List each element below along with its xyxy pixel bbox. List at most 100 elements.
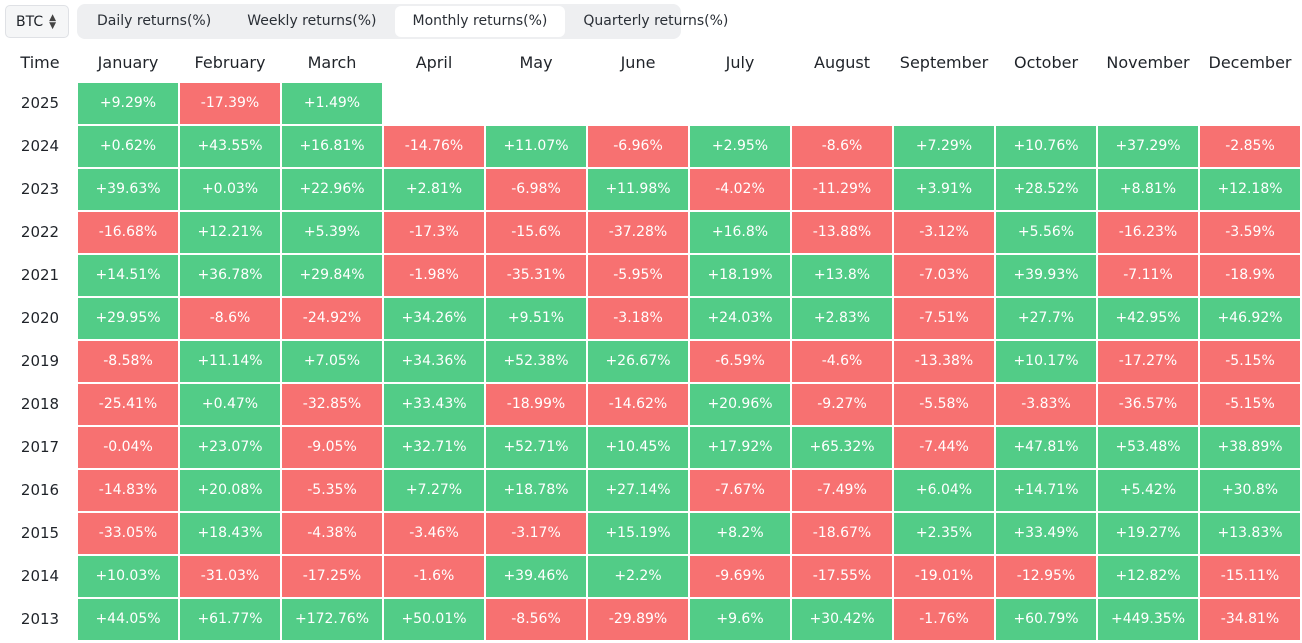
return-cell: +33.49% (996, 513, 1096, 554)
year-label: 2019 (20, 352, 60, 370)
month-header-october: October (1013, 53, 1079, 72)
return-cell: +46.92% (1200, 298, 1300, 339)
return-cell: +52.38% (486, 341, 586, 382)
return-cell: -7.67% (690, 470, 790, 511)
return-cell: +30.8% (1200, 470, 1300, 511)
return-cell: -29.89% (588, 599, 688, 640)
return-cell: -15.6% (486, 212, 586, 253)
return-cell: -17.3% (384, 212, 484, 253)
return-cell: -7.11% (1098, 255, 1198, 296)
return-cell: +15.19% (588, 513, 688, 554)
return-cell: +11.14% (180, 341, 280, 382)
return-cell: -2.85% (1200, 126, 1300, 167)
tab-daily-returns[interactable]: Daily returns(%) (97, 13, 212, 29)
return-cell: -5.35% (282, 470, 382, 511)
return-cell: +7.27% (384, 470, 484, 511)
month-header-february: February (194, 53, 266, 72)
return-cell: -14.83% (78, 470, 178, 511)
year-label: 2021 (20, 266, 60, 284)
return-cell: -17.25% (282, 556, 382, 597)
return-cell: -16.23% (1098, 212, 1198, 253)
year-label: 2022 (20, 223, 60, 241)
return-cell: -13.88% (792, 212, 892, 253)
return-cell: -8.6% (180, 298, 280, 339)
return-cell: +16.81% (282, 126, 382, 167)
return-cell: -3.46% (384, 513, 484, 554)
return-cell: +13.83% (1200, 513, 1300, 554)
return-cell: +9.6% (690, 599, 790, 640)
return-cell: +9.51% (486, 298, 586, 339)
return-cell: -4.6% (792, 341, 892, 382)
month-header-september: September (899, 53, 989, 72)
return-cell: +13.8% (792, 255, 892, 296)
return-cell: -18.99% (486, 384, 586, 425)
return-cell: -5.95% (588, 255, 688, 296)
return-cell: -3.83% (996, 384, 1096, 425)
return-cell: +30.42% (792, 599, 892, 640)
return-cell: -31.03% (180, 556, 280, 597)
return-cell: -3.59% (1200, 212, 1300, 253)
year-label: 2016 (20, 481, 60, 499)
return-cell: -36.57% (1098, 384, 1198, 425)
return-cell: -19.01% (894, 556, 994, 597)
return-cell: -8.6% (792, 126, 892, 167)
return-cell: +24.03% (690, 298, 790, 339)
return-cell: +0.62% (78, 126, 178, 167)
return-cell: +60.79% (996, 599, 1096, 640)
return-cell: +27.7% (996, 298, 1096, 339)
return-cell: +33.43% (384, 384, 484, 425)
year-label: 2023 (20, 180, 60, 198)
return-cell: +20.08% (180, 470, 280, 511)
return-cell: -24.92% (282, 298, 382, 339)
return-cell: +26.67% (588, 341, 688, 382)
toolbar: BTC ▲ ▼ Daily returns(%) Weekly returns(%)… (0, 0, 1302, 44)
return-cell: +2.81% (384, 169, 484, 210)
return-cell: +172.76% (282, 599, 382, 640)
month-header-january: January (97, 53, 159, 72)
returns-tabs: Daily returns(%) Weekly returns(%) Monthly… (77, 4, 728, 39)
asset-select[interactable]: BTC ▲ ▼ (5, 5, 69, 38)
return-cell: -17.27% (1098, 341, 1198, 382)
return-cell: +47.81% (996, 427, 1096, 468)
year-label: 2015 (20, 524, 60, 542)
month-header-april: April (415, 53, 453, 72)
return-cell: -7.44% (894, 427, 994, 468)
return-cell: +9.29% (78, 83, 178, 124)
return-cell: -6.96% (588, 126, 688, 167)
asset-select-value: BTC (16, 13, 44, 30)
return-cell: -7.51% (894, 298, 994, 339)
return-cell: -3.12% (894, 212, 994, 253)
return-cell: -14.76% (384, 126, 484, 167)
tab-quarterly-returns[interactable]: Quarterly returns(%) (583, 13, 729, 29)
return-cell: +12.82% (1098, 556, 1198, 597)
month-header-may: May (519, 53, 553, 72)
return-cell: -7.49% (792, 470, 892, 511)
return-cell: -37.28% (588, 212, 688, 253)
return-cell: +7.05% (282, 341, 382, 382)
return-cell: +16.8% (690, 212, 790, 253)
return-cell: -4.02% (690, 169, 790, 210)
return-cell: -6.98% (486, 169, 586, 210)
return-cell: +39.93% (996, 255, 1096, 296)
return-cell: +5.56% (996, 212, 1096, 253)
return-cell: -8.56% (486, 599, 586, 640)
return-cell: +7.29% (894, 126, 994, 167)
return-cell: +23.07% (180, 427, 280, 468)
return-cell: +27.14% (588, 470, 688, 511)
return-cell: +18.19% (690, 255, 790, 296)
return-cell: +17.92% (690, 427, 790, 468)
return-cell: +5.42% (1098, 470, 1198, 511)
return-cell: +10.76% (996, 126, 1096, 167)
tab-monthly-returns[interactable]: Monthly returns(%) (394, 6, 566, 37)
return-cell: +44.05% (78, 599, 178, 640)
return-cell: +3.91% (894, 169, 994, 210)
return-cell: -1.6% (384, 556, 484, 597)
return-cell: +5.39% (282, 212, 382, 253)
return-cell: +2.83% (792, 298, 892, 339)
return-cell: -34.81% (1200, 599, 1300, 640)
return-cell: +22.96% (282, 169, 382, 210)
month-header-december: December (1208, 53, 1292, 72)
return-cell: +28.52% (996, 169, 1096, 210)
return-cell: +34.26% (384, 298, 484, 339)
tab-weekly-returns[interactable]: Weekly returns(%) (247, 13, 377, 29)
